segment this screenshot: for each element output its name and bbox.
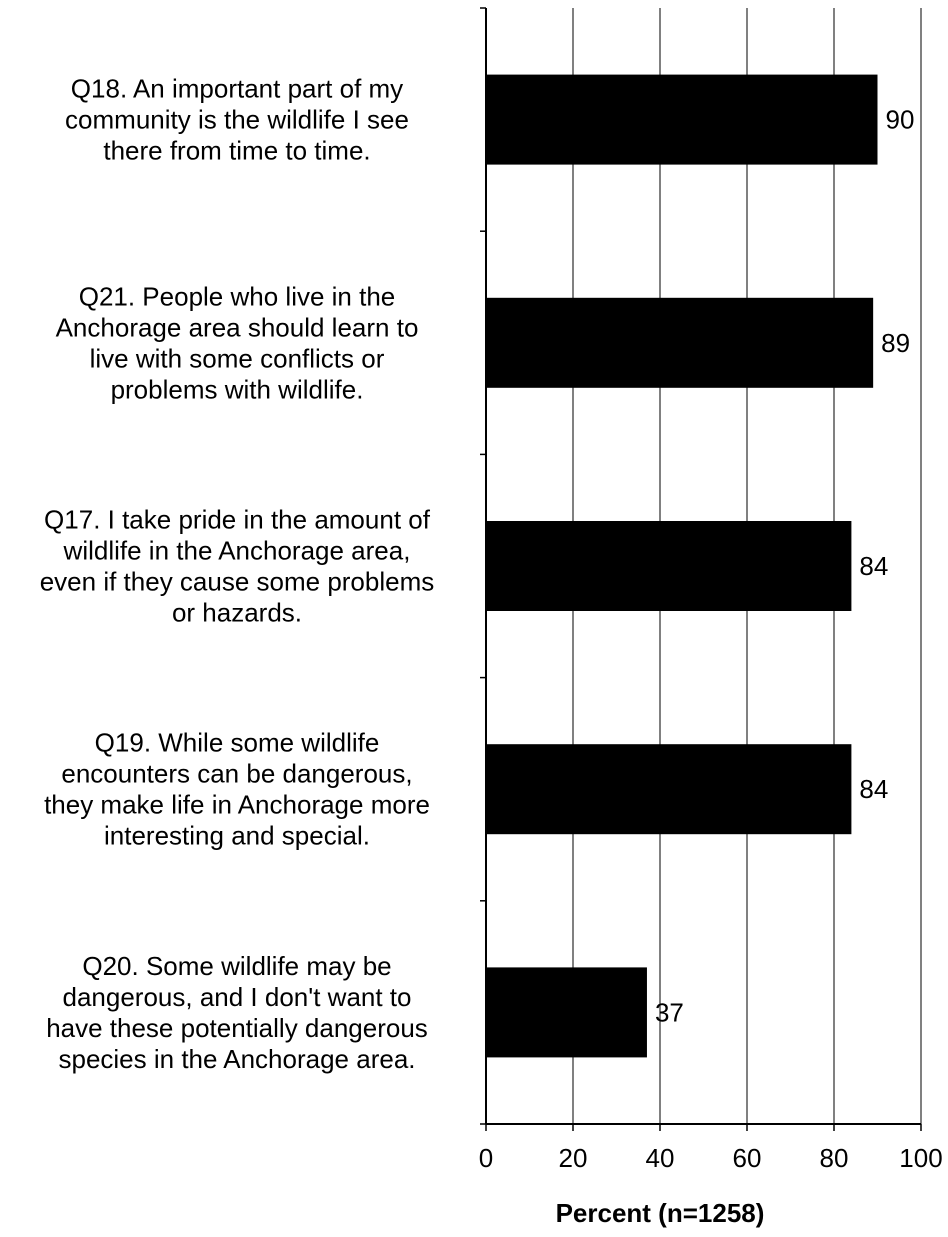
- category-label-0: Q18. An important part of my community is…: [65, 74, 409, 166]
- category-label-4: Q20. Some wildlife may be dangerous, and …: [46, 951, 428, 1074]
- category-label-line: community is the wildlife I see: [65, 105, 409, 135]
- category-label-line: Q20. Some wildlife may be: [82, 951, 391, 981]
- value-label-1: 89: [881, 328, 910, 358]
- category-label-line: there from time to time.: [103, 136, 370, 166]
- category-label-line: dangerous, and I don't want to: [63, 982, 412, 1012]
- category-label-line: problems with wildlife.: [111, 374, 364, 404]
- category-label-1: Q21. People who live in the Anchorage are…: [56, 281, 419, 404]
- category-label-line: even if they cause some problems: [40, 567, 435, 597]
- x-tick-label-100: 100: [899, 1143, 942, 1173]
- bars: [486, 74, 878, 1058]
- category-label-line: Q18. An important part of my: [71, 74, 403, 104]
- value-label-3: 84: [859, 774, 888, 804]
- category-label-line: live with some conflicts or: [90, 343, 385, 373]
- category-label-line: Q17. I take pride in the amount of: [44, 505, 431, 535]
- bar-3: [486, 744, 852, 835]
- category-label-2: Q17. I take pride in the amount of wildli…: [40, 505, 435, 628]
- value-label-2: 84: [859, 551, 888, 581]
- category-label-line: Anchorage area should learn to: [56, 312, 419, 342]
- bar-2: [486, 521, 852, 611]
- value-label-0: 90: [886, 105, 915, 135]
- x-tick-label-20: 20: [559, 1143, 588, 1173]
- category-label-3: Q19. While some wildlife encounters can b…: [44, 728, 430, 851]
- bar-0: [486, 74, 878, 165]
- bar-4: [486, 967, 647, 1058]
- category-label-line: Q19. While some wildlife: [95, 728, 380, 758]
- category-label-line: interesting and special.: [104, 821, 370, 851]
- x-tick-label-0: 0: [479, 1143, 493, 1173]
- category-label-line: encounters can be dangerous,: [61, 759, 412, 789]
- category-label-line: Q21. People who live in the: [79, 281, 396, 311]
- bar-1: [486, 297, 874, 388]
- x-tick-label-80: 80: [820, 1143, 849, 1173]
- category-label-line: they make life in Anchorage more: [44, 790, 430, 820]
- category-label-line: species in the Anchorage area.: [58, 1044, 415, 1074]
- category-label-line: wildlife in the Anchorage area,: [63, 536, 411, 566]
- category-label-line: or hazards.: [172, 598, 302, 628]
- labels: 90 Q18. An important part of my community …: [40, 74, 943, 1173]
- axes: [480, 7, 922, 1131]
- value-label-4: 37: [655, 997, 684, 1027]
- category-label-line: have these potentially dangerous: [46, 1013, 428, 1043]
- x-axis-title: Percent (n=1258): [556, 1198, 765, 1228]
- x-tick-label-60: 60: [733, 1143, 762, 1173]
- x-tick-label-40: 40: [646, 1143, 675, 1173]
